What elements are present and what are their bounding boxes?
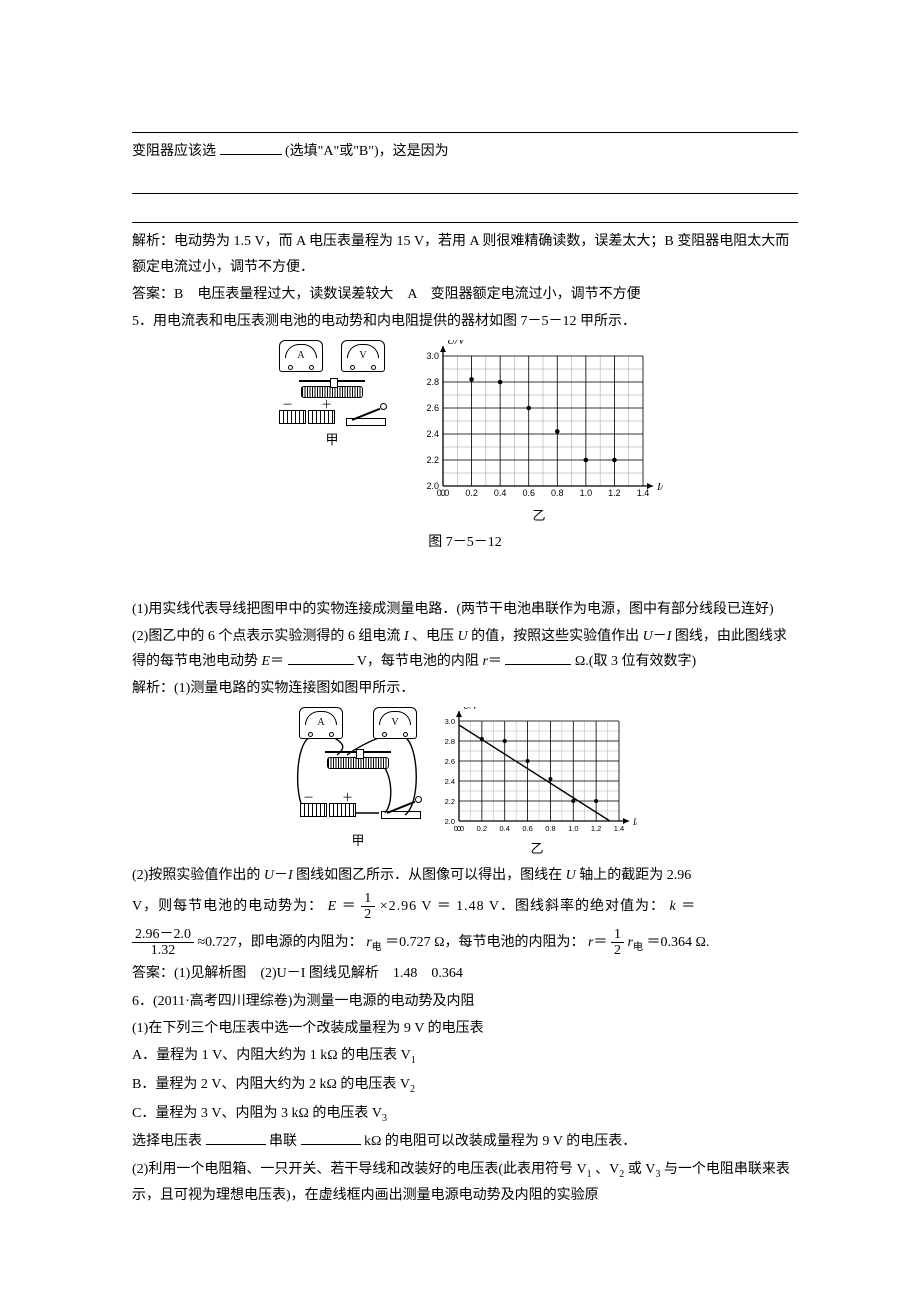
- text: 变阻器应该选: [132, 144, 216, 159]
- svg-text:0: 0: [440, 488, 445, 498]
- chart-panel: 0.00.20.40.60.81.01.21.402.02.22.42.62.8…: [415, 340, 663, 527]
- page: 变阻器应该选 (选填"A"或"B")，这是因为 解析：电动势为 1.5 V，而 …: [0, 0, 920, 1302]
- question-5: 5．用电流表和电压表测电池的电动势和内电阻提供的器材如图 7－5－12 甲所示．: [132, 309, 798, 334]
- svg-text:0.6: 0.6: [522, 488, 535, 498]
- svg-text:2.8: 2.8: [445, 737, 455, 746]
- q6-part1: (1)在下列三个电压表中选一个改装成量程为 9 V 的电压表: [132, 1016, 798, 1041]
- battery-icon: －＋: [299, 803, 357, 817]
- fill-line-reason-2: [132, 200, 798, 223]
- solution-2-intro: (2)按照实验值作出的 U－I 图线如图乙所示．从图像可以得出，图线在 U 轴上…: [132, 863, 798, 888]
- q6-option-B: B．量程为 2 V、内阻大约为 2 kΩ 的电压表 V2: [132, 1072, 798, 1099]
- sublabel-jia-2: 甲: [351, 829, 364, 852]
- svg-text:2.0: 2.0: [445, 817, 455, 826]
- sublabel-yi-2: 乙: [530, 837, 543, 860]
- svg-text:U/V: U/V: [463, 707, 479, 711]
- svg-text:0.2: 0.2: [477, 824, 487, 833]
- question-6: 6．(2011·高考四川理综卷)为测量一电源的电动势及内阻: [132, 989, 798, 1014]
- svg-text:2.4: 2.4: [426, 429, 439, 439]
- ammeter-icon: A: [299, 707, 343, 739]
- fraction-half: 12: [361, 891, 375, 923]
- svg-text:3.0: 3.0: [426, 351, 439, 361]
- svg-text:I/A: I/A: [632, 817, 637, 827]
- chart-panel-2: 0.00.20.40.60.81.01.21.402.02.22.42.62.8…: [437, 707, 637, 860]
- svg-text:2.6: 2.6: [445, 757, 455, 766]
- q6-part2: (2)利用一个电阻箱、一只开关、若干导线和改装好的电压表(此表用符号 V1 、V…: [132, 1157, 798, 1209]
- svg-text:1.0: 1.0: [580, 488, 593, 498]
- analysis-1: 解析：电动势为 1.5 V，而 A 电压表量程为 15 V，若用 A 则很难精确…: [132, 229, 798, 279]
- blank-series-R: [301, 1130, 361, 1145]
- sublabel-yi: 乙: [532, 504, 545, 527]
- svg-text:2.2: 2.2: [445, 797, 455, 806]
- svg-text:2.6: 2.6: [426, 403, 439, 413]
- ui-chart: 0.00.20.40.60.81.01.21.402.02.22.42.62.8…: [415, 340, 663, 502]
- solution-2-eq1: V，则每节电池的电动势为： E ＝ 12 ×2.96 V ＝ 1.48 V．图线…: [132, 890, 798, 924]
- svg-text:2.4: 2.4: [445, 777, 455, 786]
- rheostat-choice-line: 变阻器应该选 (选填"A"或"B")，这是因为: [132, 139, 798, 164]
- q6-option-A: A．量程为 1 V、内阻大约为 1 kΩ 的电压表 V1: [132, 1043, 798, 1070]
- svg-text:0: 0: [457, 824, 461, 833]
- sublabel-jia: 甲: [325, 428, 338, 451]
- solution-1-label: 解析：(1)测量电路的实物连接图如图甲所示．: [132, 676, 798, 701]
- ammeter-icon: A: [279, 340, 323, 372]
- blank-r: [505, 650, 571, 665]
- svg-text:I/A: I/A: [656, 481, 663, 493]
- figure-caption: 图 7－5－12: [132, 530, 798, 555]
- svg-text:2.0: 2.0: [426, 481, 439, 491]
- equipment-panel: A V －＋: [267, 340, 397, 451]
- fraction-slope: 2.96－2.01.32: [132, 927, 194, 959]
- blank-voltmeter-select: [206, 1130, 266, 1145]
- fraction-half-2: 12: [611, 927, 624, 959]
- svg-text:0.4: 0.4: [494, 488, 507, 498]
- answer-1: 答案：B 电压表量程过大，读数误差较大 A 变阻器额定电流过小，调节不方便: [132, 282, 798, 307]
- svg-text:2.8: 2.8: [426, 377, 439, 387]
- svg-text:0.4: 0.4: [499, 824, 509, 833]
- wired-panel: A V －＋ 甲: [293, 707, 423, 852]
- svg-text:3.0: 3.0: [445, 717, 455, 726]
- solution-figure: A V －＋ 甲 0.00.20.40.60.81.01.21.402.02.2…: [132, 707, 798, 860]
- figure-7-5-12: A V －＋: [132, 340, 798, 527]
- spacer: [132, 569, 798, 597]
- q5-part1: (1)用实线代表导线把图甲中的实物连接成测量电路．(两节干电池串联作为电源，图中…: [132, 597, 798, 622]
- svg-text:1.4: 1.4: [637, 488, 650, 498]
- svg-text:U/V: U/V: [447, 340, 466, 347]
- svg-text:1.0: 1.0: [568, 824, 578, 833]
- voltmeter-icon: V: [341, 340, 385, 372]
- solution-2-eq2: 2.96－2.01.32 ≈0.727，即电源的内阻为： r电 ＝0.727 Ω…: [132, 926, 798, 960]
- svg-text:0.8: 0.8: [551, 488, 564, 498]
- svg-text:2.2: 2.2: [426, 455, 439, 465]
- svg-text:0.2: 0.2: [465, 488, 478, 498]
- rheostat-icon: [319, 751, 397, 771]
- switch-icon: [346, 408, 386, 426]
- svg-text:1.2: 1.2: [591, 824, 601, 833]
- battery-icon: －＋: [278, 410, 336, 424]
- fill-line-reason-1: [132, 171, 798, 194]
- blank-rheostat-choice: [220, 140, 282, 155]
- q6-option-C: C．量程为 3 V、内阻为 3 kΩ 的电压表 V3: [132, 1101, 798, 1128]
- q5-part2: (2)图乙中的 6 个点表示实验测得的 6 组电流 I 、电压 U 的值，按照这…: [132, 624, 798, 674]
- blank-E: [288, 650, 354, 665]
- svg-text:0.6: 0.6: [522, 824, 532, 833]
- answer-5: 答案：(1)见解析图 (2)U－I 图线见解析 1.48 0.364: [132, 961, 798, 986]
- ui-chart-fitted: 0.00.20.40.60.81.01.21.402.02.22.42.62.8…: [437, 707, 637, 835]
- switch-icon: [381, 801, 421, 819]
- svg-text:1.2: 1.2: [608, 488, 621, 498]
- svg-text:0.8: 0.8: [545, 824, 555, 833]
- fill-line-top: [132, 110, 798, 133]
- svg-text:1.4: 1.4: [614, 824, 624, 833]
- text: (选填"A"或"B")，这是因为: [285, 144, 449, 159]
- voltmeter-icon: V: [373, 707, 417, 739]
- q6-select-line: 选择电压表 串联 kΩ 的电阻可以改装成量程为 9 V 的电压表．: [132, 1129, 798, 1154]
